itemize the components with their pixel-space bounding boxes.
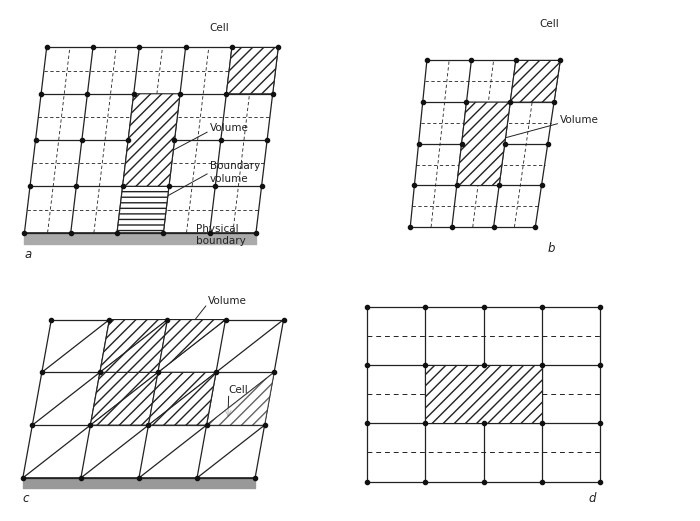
Polygon shape xyxy=(117,187,169,233)
Polygon shape xyxy=(148,373,216,425)
Text: d: d xyxy=(588,492,596,505)
Polygon shape xyxy=(426,365,542,424)
Polygon shape xyxy=(510,60,560,102)
Text: Volume: Volume xyxy=(210,123,248,133)
Text: c: c xyxy=(23,492,29,505)
Text: Boundary
volume: Boundary volume xyxy=(210,162,260,184)
Text: Volume: Volume xyxy=(208,296,246,306)
Polygon shape xyxy=(122,94,180,187)
Polygon shape xyxy=(226,47,278,94)
Text: b: b xyxy=(548,242,555,255)
Polygon shape xyxy=(206,373,274,425)
Polygon shape xyxy=(90,373,158,425)
Text: Cell: Cell xyxy=(540,19,559,29)
Polygon shape xyxy=(148,373,216,425)
Polygon shape xyxy=(158,319,225,373)
Text: Cell: Cell xyxy=(229,386,248,395)
Polygon shape xyxy=(100,319,167,373)
Text: Cell: Cell xyxy=(210,23,230,33)
Polygon shape xyxy=(457,102,510,185)
Text: a: a xyxy=(25,248,32,261)
Polygon shape xyxy=(90,373,158,425)
Text: Physical
boundary: Physical boundary xyxy=(196,224,246,246)
Text: Volume: Volume xyxy=(560,115,599,125)
Polygon shape xyxy=(100,319,167,373)
